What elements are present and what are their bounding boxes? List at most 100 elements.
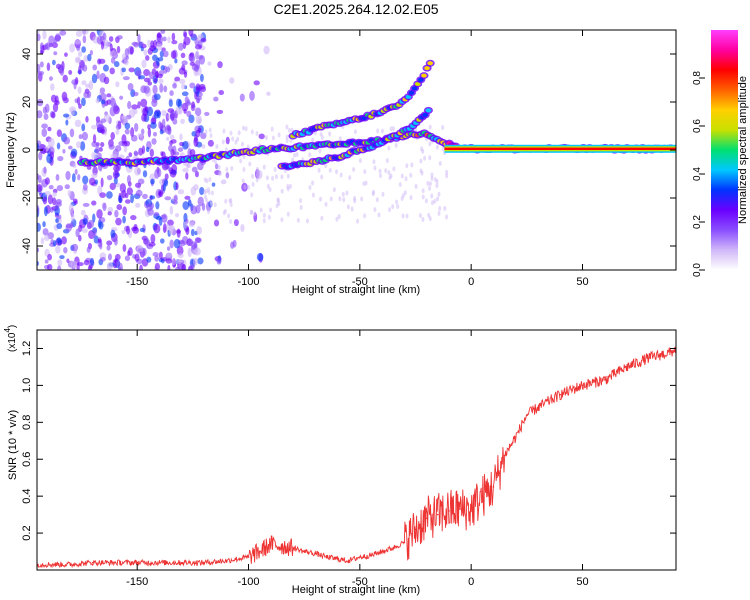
noise-blob <box>52 192 57 197</box>
noise-blob <box>195 129 201 138</box>
snr-multiplier-close: ) <box>7 325 18 328</box>
noise-blob <box>42 221 46 228</box>
noise-blob <box>177 253 184 259</box>
noise-blob <box>207 139 214 147</box>
noise-blob <box>215 144 219 150</box>
noise-blob <box>127 83 134 91</box>
noise-blob <box>162 36 167 42</box>
noise-blob <box>218 89 225 96</box>
noise-blob <box>441 146 445 152</box>
noise-blob <box>213 96 219 102</box>
noise-blob <box>311 192 315 198</box>
noise-blob <box>191 166 198 173</box>
noise-blob <box>153 78 158 83</box>
noise-blob <box>145 55 150 61</box>
noise-blob <box>48 185 54 190</box>
noise-blob <box>120 115 125 120</box>
noise-blob <box>289 183 293 189</box>
noise-blob <box>418 213 422 219</box>
noise-blob <box>197 257 204 265</box>
noise-blob <box>222 128 226 134</box>
snr-x-tick-label: 50 <box>576 576 588 588</box>
noise-blob <box>78 134 83 140</box>
noise-blob <box>441 124 445 130</box>
noise-blob <box>186 110 192 118</box>
noise-blob <box>135 189 143 197</box>
snr-point <box>403 541 406 544</box>
snr-point <box>425 517 428 520</box>
noise-blob <box>319 196 323 202</box>
noise-blob <box>54 204 59 211</box>
noise-blob <box>47 194 53 205</box>
noise-blob <box>82 175 89 185</box>
snr-ylabel: SNR (10 * v/v) <box>7 410 19 480</box>
noise-blob <box>364 180 368 186</box>
noise-blob <box>430 193 434 199</box>
noise-blob <box>165 66 171 73</box>
noise-blob <box>253 80 260 86</box>
noise-blob <box>176 228 181 238</box>
noise-blob <box>106 240 113 246</box>
noise-blob <box>149 195 156 200</box>
noise-blob <box>234 139 238 145</box>
noise-blob <box>200 73 204 82</box>
noise-blob <box>299 198 303 204</box>
noise-blob <box>362 181 366 187</box>
noise-blob <box>165 124 172 135</box>
noise-blob <box>193 137 199 147</box>
noise-blob <box>225 166 229 172</box>
noise-blob <box>56 142 61 150</box>
noise-blob <box>114 209 119 218</box>
noise-blob <box>93 235 99 244</box>
noise-blob <box>190 228 195 237</box>
noise-blob <box>233 219 239 227</box>
noise-blob <box>102 32 107 41</box>
noise-blob <box>75 228 80 238</box>
noise-blob <box>74 39 82 45</box>
noise-blob <box>249 209 253 215</box>
noise-blob <box>152 84 158 95</box>
noise-blob <box>175 182 179 191</box>
noise-blob <box>51 59 56 66</box>
noise-blob <box>161 47 166 52</box>
noise-blob <box>225 136 230 145</box>
noise-blob <box>187 247 192 258</box>
second-harmonic-core <box>425 108 432 113</box>
noise-blob <box>147 39 152 47</box>
noise-blob <box>229 198 233 204</box>
noise-blob <box>102 64 109 72</box>
noise-blob <box>280 217 284 223</box>
noise-blob <box>154 255 160 262</box>
noise-blob <box>266 91 271 96</box>
upper-harmonic-core <box>424 66 430 71</box>
noise-blob <box>49 76 53 81</box>
noise-blob <box>130 127 135 138</box>
noise-blob <box>435 183 439 189</box>
noise-blob <box>42 228 49 236</box>
noise-blob <box>342 197 346 203</box>
noise-blob <box>191 101 196 109</box>
noise-blob <box>49 151 55 160</box>
noise-blob <box>428 141 432 147</box>
noise-blob <box>91 73 98 84</box>
snr-y-tick-label: 0.4 <box>21 489 33 504</box>
noise-blob <box>82 202 90 207</box>
noise-blob <box>70 212 75 222</box>
noise-blob <box>190 205 198 215</box>
noise-blob <box>110 154 118 159</box>
noise-blob <box>159 129 164 135</box>
noise-blob <box>135 69 142 77</box>
noise-blob <box>320 174 324 180</box>
noise-blob <box>42 30 47 40</box>
noise-blob <box>179 133 183 141</box>
noise-blob <box>102 202 107 212</box>
noise-blob <box>392 166 396 172</box>
noise-blob <box>98 221 104 230</box>
noise-blob <box>173 194 178 202</box>
noise-blob <box>61 236 67 245</box>
noise-blob <box>71 243 79 252</box>
snr-point <box>503 454 506 457</box>
noise-blob <box>181 264 187 270</box>
noise-blob <box>167 108 175 113</box>
noise-blob <box>173 238 181 249</box>
